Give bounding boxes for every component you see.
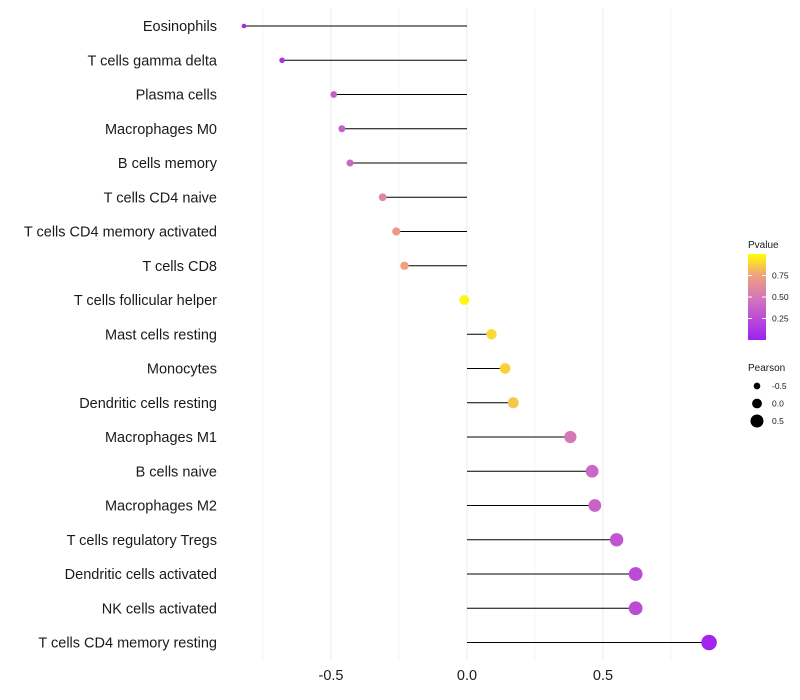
category-label: T cells CD4 naive xyxy=(104,190,217,206)
category-label: NK cells activated xyxy=(102,601,217,617)
size-legend-dot xyxy=(752,398,762,409)
x-axis-tick-labels: -0.5 0.0 0.5 xyxy=(319,668,614,684)
data-point xyxy=(564,430,577,444)
pearson-legend-title: Pearson xyxy=(748,363,785,374)
pearson-legend: Pearson -0.5 0.0 0.5 xyxy=(748,363,787,428)
data-point xyxy=(400,261,409,270)
colorbar-tick-label: 0.25 xyxy=(772,314,789,324)
category-label: T cells regulatory Tregs xyxy=(67,533,217,549)
pvalue-legend-title: Pvalue xyxy=(748,240,779,251)
category-label: Dendritic cells resting xyxy=(79,396,217,412)
data-point xyxy=(499,363,511,374)
category-label: Dendritic cells activated xyxy=(65,567,217,583)
category-label: T cells CD8 xyxy=(142,259,217,275)
category-label: T cells gamma delta xyxy=(88,53,218,69)
category-label: Monocytes xyxy=(147,362,217,378)
data-point xyxy=(588,499,602,512)
category-label: T cells CD4 memory activated xyxy=(24,225,217,241)
category-label: T cells follicular helper xyxy=(74,293,217,309)
y-axis-labels: Eosinophils T cells gamma delta Plasma cel… xyxy=(24,19,218,652)
data-point xyxy=(346,159,354,167)
data-point xyxy=(701,634,717,651)
category-label: Macrophages M0 xyxy=(105,122,217,138)
data-point xyxy=(338,125,346,133)
category-label: T cells CD4 memory resting xyxy=(38,636,217,652)
size-legend-label: -0.5 xyxy=(772,381,787,391)
category-label: Plasma cells xyxy=(136,88,217,104)
colorbar-tick-label: 0.75 xyxy=(772,271,789,281)
points xyxy=(241,23,717,651)
size-legend-label: 0.5 xyxy=(772,416,784,426)
data-point xyxy=(378,193,387,202)
category-label: B cells memory xyxy=(118,156,218,172)
category-label: Eosinophils xyxy=(143,19,217,35)
colorbar-tick-label: 0.50 xyxy=(772,292,789,302)
x-tick-label: 0.5 xyxy=(593,668,613,684)
data-point xyxy=(486,329,497,340)
data-point xyxy=(241,23,247,29)
category-label: Mast cells resting xyxy=(105,327,217,343)
stems xyxy=(243,25,710,643)
data-point xyxy=(609,533,624,547)
data-point xyxy=(585,464,599,478)
data-point xyxy=(330,91,338,98)
category-label: B cells naive xyxy=(136,464,217,480)
data-point xyxy=(279,57,285,63)
pvalue-colorbar xyxy=(748,254,766,340)
category-label: Macrophages M2 xyxy=(105,499,217,515)
size-legend-label: 0.0 xyxy=(772,399,784,409)
data-point xyxy=(459,295,470,305)
size-legend-dot xyxy=(750,414,764,428)
x-tick-label: -0.5 xyxy=(319,668,344,684)
category-label: Macrophages M1 xyxy=(105,430,217,446)
data-point xyxy=(628,601,643,616)
data-point xyxy=(392,227,401,236)
data-point xyxy=(628,567,643,581)
pvalue-legend: Pvalue 0.75 0.50 0.25 xyxy=(748,240,789,340)
x-tick-label: 0.0 xyxy=(457,668,477,684)
data-point xyxy=(507,397,519,409)
size-legend-dot xyxy=(753,382,761,390)
